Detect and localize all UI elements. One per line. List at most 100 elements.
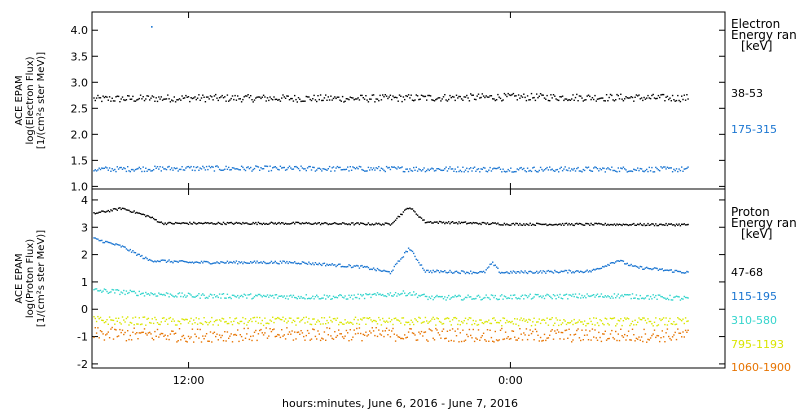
data-point: [149, 258, 151, 261]
data-point: [638, 267, 640, 269]
data-point: [152, 322, 155, 325]
data-point: [506, 271, 508, 273]
data-point: [495, 339, 498, 341]
data-point: [424, 331, 427, 333]
data-point: [203, 222, 205, 224]
outlier-point: [151, 26, 153, 28]
data-point: [651, 223, 653, 225]
data-point: [555, 271, 557, 273]
data-point: [473, 166, 476, 168]
data-point: [449, 269, 451, 272]
data-point: [648, 97, 650, 99]
data-point: [321, 170, 323, 172]
proton-ytick-label: -1: [77, 331, 88, 344]
data-point: [580, 339, 582, 342]
data-point: [615, 224, 617, 227]
data-point: [631, 328, 634, 330]
data-point: [129, 170, 131, 173]
data-point: [190, 223, 192, 225]
data-point: [111, 210, 113, 212]
data-point: [453, 222, 455, 224]
data-point: [406, 168, 408, 170]
data-point: [529, 99, 531, 101]
data-point: [165, 261, 168, 263]
data-point: [384, 94, 386, 96]
data-point: [277, 168, 279, 171]
data-point: [644, 267, 647, 269]
data-point: [621, 224, 623, 227]
data-point: [161, 317, 164, 319]
data-point: [525, 223, 528, 225]
data-point: [218, 168, 221, 171]
data-point: [362, 222, 364, 225]
data-point: [419, 264, 421, 266]
data-point: [101, 239, 103, 242]
data-point: [504, 331, 507, 333]
data-point: [422, 169, 424, 171]
data-point: [460, 98, 463, 100]
data-point: [533, 296, 535, 298]
data-point: [643, 170, 645, 173]
data-point: [573, 334, 575, 336]
data-point: [358, 99, 361, 101]
electron-legend-title: Energy ran: [731, 28, 797, 42]
data-point: [400, 167, 402, 169]
data-point: [560, 96, 562, 98]
data-point: [411, 250, 414, 253]
data-point: [643, 268, 645, 270]
data-point: [573, 318, 575, 321]
data-point: [626, 317, 628, 319]
data-point: [340, 333, 342, 335]
data-point: [468, 296, 471, 298]
data-point: [502, 298, 504, 300]
data-point: [339, 166, 341, 169]
data-point: [261, 296, 263, 298]
data-point: [335, 296, 337, 298]
data-point: [609, 223, 612, 226]
data-point: [639, 339, 641, 341]
data-point: [564, 222, 566, 225]
data-point: [294, 166, 296, 168]
data-point: [576, 329, 578, 332]
data-point: [268, 296, 270, 298]
data-point: [429, 320, 432, 322]
data-point: [457, 271, 459, 274]
data-point: [488, 169, 490, 171]
data-point: [656, 298, 658, 300]
data-point: [150, 170, 152, 172]
data-point: [363, 223, 366, 225]
data-point: [492, 168, 494, 170]
data-point: [371, 293, 373, 296]
data-point: [361, 94, 363, 97]
data-point: [567, 322, 569, 324]
data-point: [428, 321, 430, 323]
data-point: [318, 167, 320, 169]
data-point: [533, 166, 535, 168]
data-point: [515, 222, 517, 224]
data-point: [296, 298, 298, 300]
data-point: [143, 328, 146, 330]
data-point: [440, 100, 442, 102]
data-point: [202, 335, 204, 337]
data-point: [552, 324, 555, 327]
data-point: [242, 296, 244, 298]
data-point: [668, 320, 670, 322]
data-point: [250, 293, 252, 295]
data-point: [415, 319, 417, 321]
data-point: [286, 223, 288, 225]
data-point: [400, 337, 402, 340]
data-point: [660, 295, 662, 298]
data-point: [164, 334, 166, 336]
data-point: [318, 320, 320, 323]
data-point: [627, 294, 630, 296]
data-point: [679, 332, 682, 334]
data-point: [167, 292, 169, 295]
data-point: [630, 339, 632, 341]
data-point: [507, 224, 509, 226]
data-point: [212, 166, 214, 168]
data-point: [455, 317, 458, 320]
data-point: [671, 271, 674, 273]
data-point: [521, 319, 524, 322]
data-point: [516, 339, 518, 341]
